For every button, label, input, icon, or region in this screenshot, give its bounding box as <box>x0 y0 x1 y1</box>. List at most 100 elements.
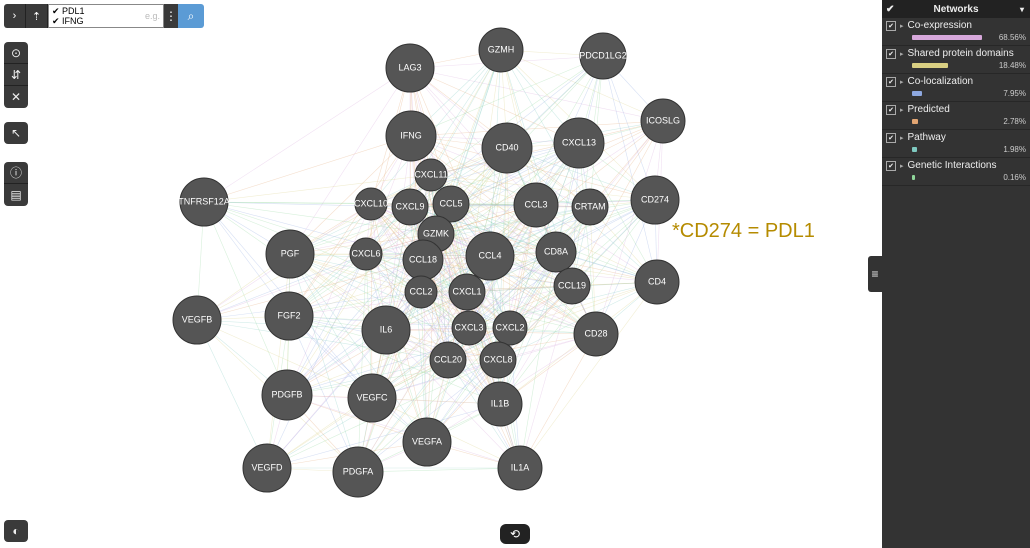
expand-icon[interactable]: ▸ <box>900 162 904 170</box>
category-checkbox[interactable]: ✔ <box>886 161 896 171</box>
network-category[interactable]: ✔ ▸ Shared protein domains 18.48% <box>882 46 1030 74</box>
lasso-tool: ↖ <box>4 122 28 144</box>
network-node-ccl4[interactable]: CCL4 <box>466 232 514 280</box>
search-tag[interactable]: ✔ PDL1 <box>52 6 85 16</box>
category-label: Shared protein domains <box>908 48 1014 59</box>
network-node-gzmh[interactable]: GZMH <box>479 28 523 72</box>
network-node-pdgfa[interactable]: PDGFA <box>333 447 383 497</box>
check-all-icon[interactable]: ✔ <box>886 4 894 15</box>
search-button[interactable]: ⌕ <box>178 4 204 28</box>
network-node-ifng[interactable]: IFNG <box>386 111 436 161</box>
network-node-cxcl11[interactable]: CXCL11 <box>414 159 447 191</box>
network-node-icoslg[interactable]: ICOSLG <box>641 99 685 143</box>
tool-button[interactable]: ⓘ <box>4 162 28 184</box>
category-checkbox[interactable]: ✔ <box>886 133 896 143</box>
network-node-il1b[interactable]: IL1B <box>478 382 522 426</box>
network-node-vegfb[interactable]: VEGFB <box>173 296 221 344</box>
sidebar-caret-icon[interactable]: ▾ <box>1020 5 1024 14</box>
network-category[interactable]: ✔ ▸ Co-expression 68.56% <box>882 18 1030 46</box>
topbar: › ⇡ ✔ PDL1✔ IFNG e.g. ⋮ ⌕ <box>4 4 204 28</box>
tool-button[interactable]: ▤ <box>4 184 28 206</box>
network-node-ccl19[interactable]: CCL19 <box>554 268 590 304</box>
network-node-cd28[interactable]: CD28 <box>574 312 618 356</box>
search-menu-button[interactable]: ⋮ <box>164 4 178 28</box>
network-node-cxcl3[interactable]: CXCL3 <box>452 311 486 345</box>
tool-button[interactable]: ⊙ <box>4 42 28 64</box>
tool-button[interactable]: ↖ <box>4 122 28 144</box>
network-category[interactable]: ✔ ▸ Genetic Interactions 0.16% <box>882 158 1030 186</box>
tool-button[interactable]: ✕ <box>4 86 28 108</box>
expand-icon[interactable]: ▸ <box>900 134 904 142</box>
organism-button[interactable]: ⇡ <box>26 4 48 28</box>
network-node-cd40[interactable]: CD40 <box>482 123 532 173</box>
info-tools: ⓘ▤ <box>4 162 28 206</box>
network-node-pgf[interactable]: PGF <box>266 230 314 278</box>
network-node-cxcl6[interactable]: CXCL6 <box>350 238 382 270</box>
expand-icon[interactable]: ▸ <box>900 50 904 58</box>
network-node-pdcd1lg2[interactable]: PDCD1LG2 <box>579 33 627 79</box>
expand-panel-button[interactable]: › <box>4 4 26 28</box>
network-category[interactable]: ✔ ▸ Pathway 1.98% <box>882 130 1030 158</box>
network-node-ccl20[interactable]: CCL20 <box>430 342 466 378</box>
sidebar-header[interactable]: ✔ Networks ▾ <box>882 0 1030 18</box>
network-node-pdgfb[interactable]: PDGFB <box>262 370 312 420</box>
category-checkbox[interactable]: ✔ <box>886 21 896 31</box>
network-edge <box>520 282 657 468</box>
network-node-vegfd[interactable]: VEGFD <box>243 444 291 492</box>
category-bar <box>912 175 915 180</box>
network-edge <box>197 234 436 320</box>
network-category[interactable]: ✔ ▸ Co-localization 7.95% <box>882 74 1030 102</box>
expand-icon[interactable]: ▸ <box>900 106 904 114</box>
search-tags: ✔ PDL1✔ IFNG <box>49 5 88 27</box>
network-node-cxcl1[interactable]: CXCL1 <box>449 274 485 310</box>
network-node-cxcl9[interactable]: CXCL9 <box>392 189 428 225</box>
network-node-ccl2[interactable]: CCL2 <box>405 276 437 308</box>
network-node-cd4[interactable]: CD4 <box>635 260 679 304</box>
network-node-cxcl13[interactable]: CXCL13 <box>554 118 604 168</box>
category-percent: 7.95% <box>1003 89 1026 98</box>
mode-tool: ◐ <box>4 520 28 542</box>
network-node-ccl18[interactable]: CCL18 <box>403 240 443 280</box>
network-node-cxcl2[interactable]: CXCL2 <box>493 311 527 345</box>
network-node-tnfrsf12a[interactable]: TNFRSF12A <box>178 178 230 226</box>
network-node-vegfc[interactable]: VEGFC <box>348 374 396 422</box>
category-label: Genetic Interactions <box>908 160 997 171</box>
category-label: Pathway <box>908 132 946 143</box>
network-node-il1a[interactable]: IL1A <box>498 446 542 490</box>
search-tag[interactable]: ✔ IFNG <box>52 16 85 26</box>
reset-button[interactable]: ⟲ <box>500 524 530 544</box>
category-bar <box>912 147 917 152</box>
network-node-cxcl8[interactable]: CXCL8 <box>480 342 516 378</box>
network-node-crtam[interactable]: CRTAM <box>572 189 608 225</box>
category-checkbox[interactable]: ✔ <box>886 49 896 59</box>
tool-button[interactable]: ◐ <box>4 520 28 542</box>
gene-search-input[interactable]: ✔ PDL1✔ IFNG e.g. <box>48 4 164 28</box>
network-node-fgf2[interactable]: FGF2 <box>265 292 313 340</box>
network-node-cxcl10[interactable]: CXCL10 <box>354 188 388 220</box>
tool-button[interactable]: ⇵ <box>4 64 28 86</box>
network-edge <box>204 68 410 202</box>
annotation-text: *CD274 = PDL1 <box>672 220 815 243</box>
network-node-cd274[interactable]: CD274 <box>631 176 679 224</box>
category-bar <box>912 35 982 40</box>
sidebar-collapse-button[interactable]: ≡ <box>868 256 882 292</box>
network-node-il6[interactable]: IL6 <box>362 306 410 354</box>
network-edge <box>267 254 290 468</box>
expand-icon[interactable]: ▸ <box>900 78 904 86</box>
network-node-ccl3[interactable]: CCL3 <box>514 183 558 227</box>
network-category[interactable]: ✔ ▸ Predicted 2.78% <box>882 102 1030 130</box>
category-bar <box>912 119 918 124</box>
network-node-vegfa[interactable]: VEGFA <box>403 418 451 466</box>
category-percent: 1.98% <box>1003 145 1026 154</box>
category-percent: 2.78% <box>1003 117 1026 126</box>
category-bar <box>912 91 922 96</box>
category-checkbox[interactable]: ✔ <box>886 105 896 115</box>
network-node-lag3[interactable]: LAG3 <box>386 44 434 92</box>
expand-icon[interactable]: ▸ <box>900 22 904 30</box>
network-edge <box>197 320 267 468</box>
search-placeholder: e.g. <box>145 11 160 21</box>
category-label: Co-localization <box>908 76 974 87</box>
network-node-cd8a[interactable]: CD8A <box>536 232 576 272</box>
category-checkbox[interactable]: ✔ <box>886 77 896 87</box>
networks-sidebar: ✔ Networks ▾ ✔ ▸ Co-expression 68.56% ✔ … <box>882 0 1030 548</box>
